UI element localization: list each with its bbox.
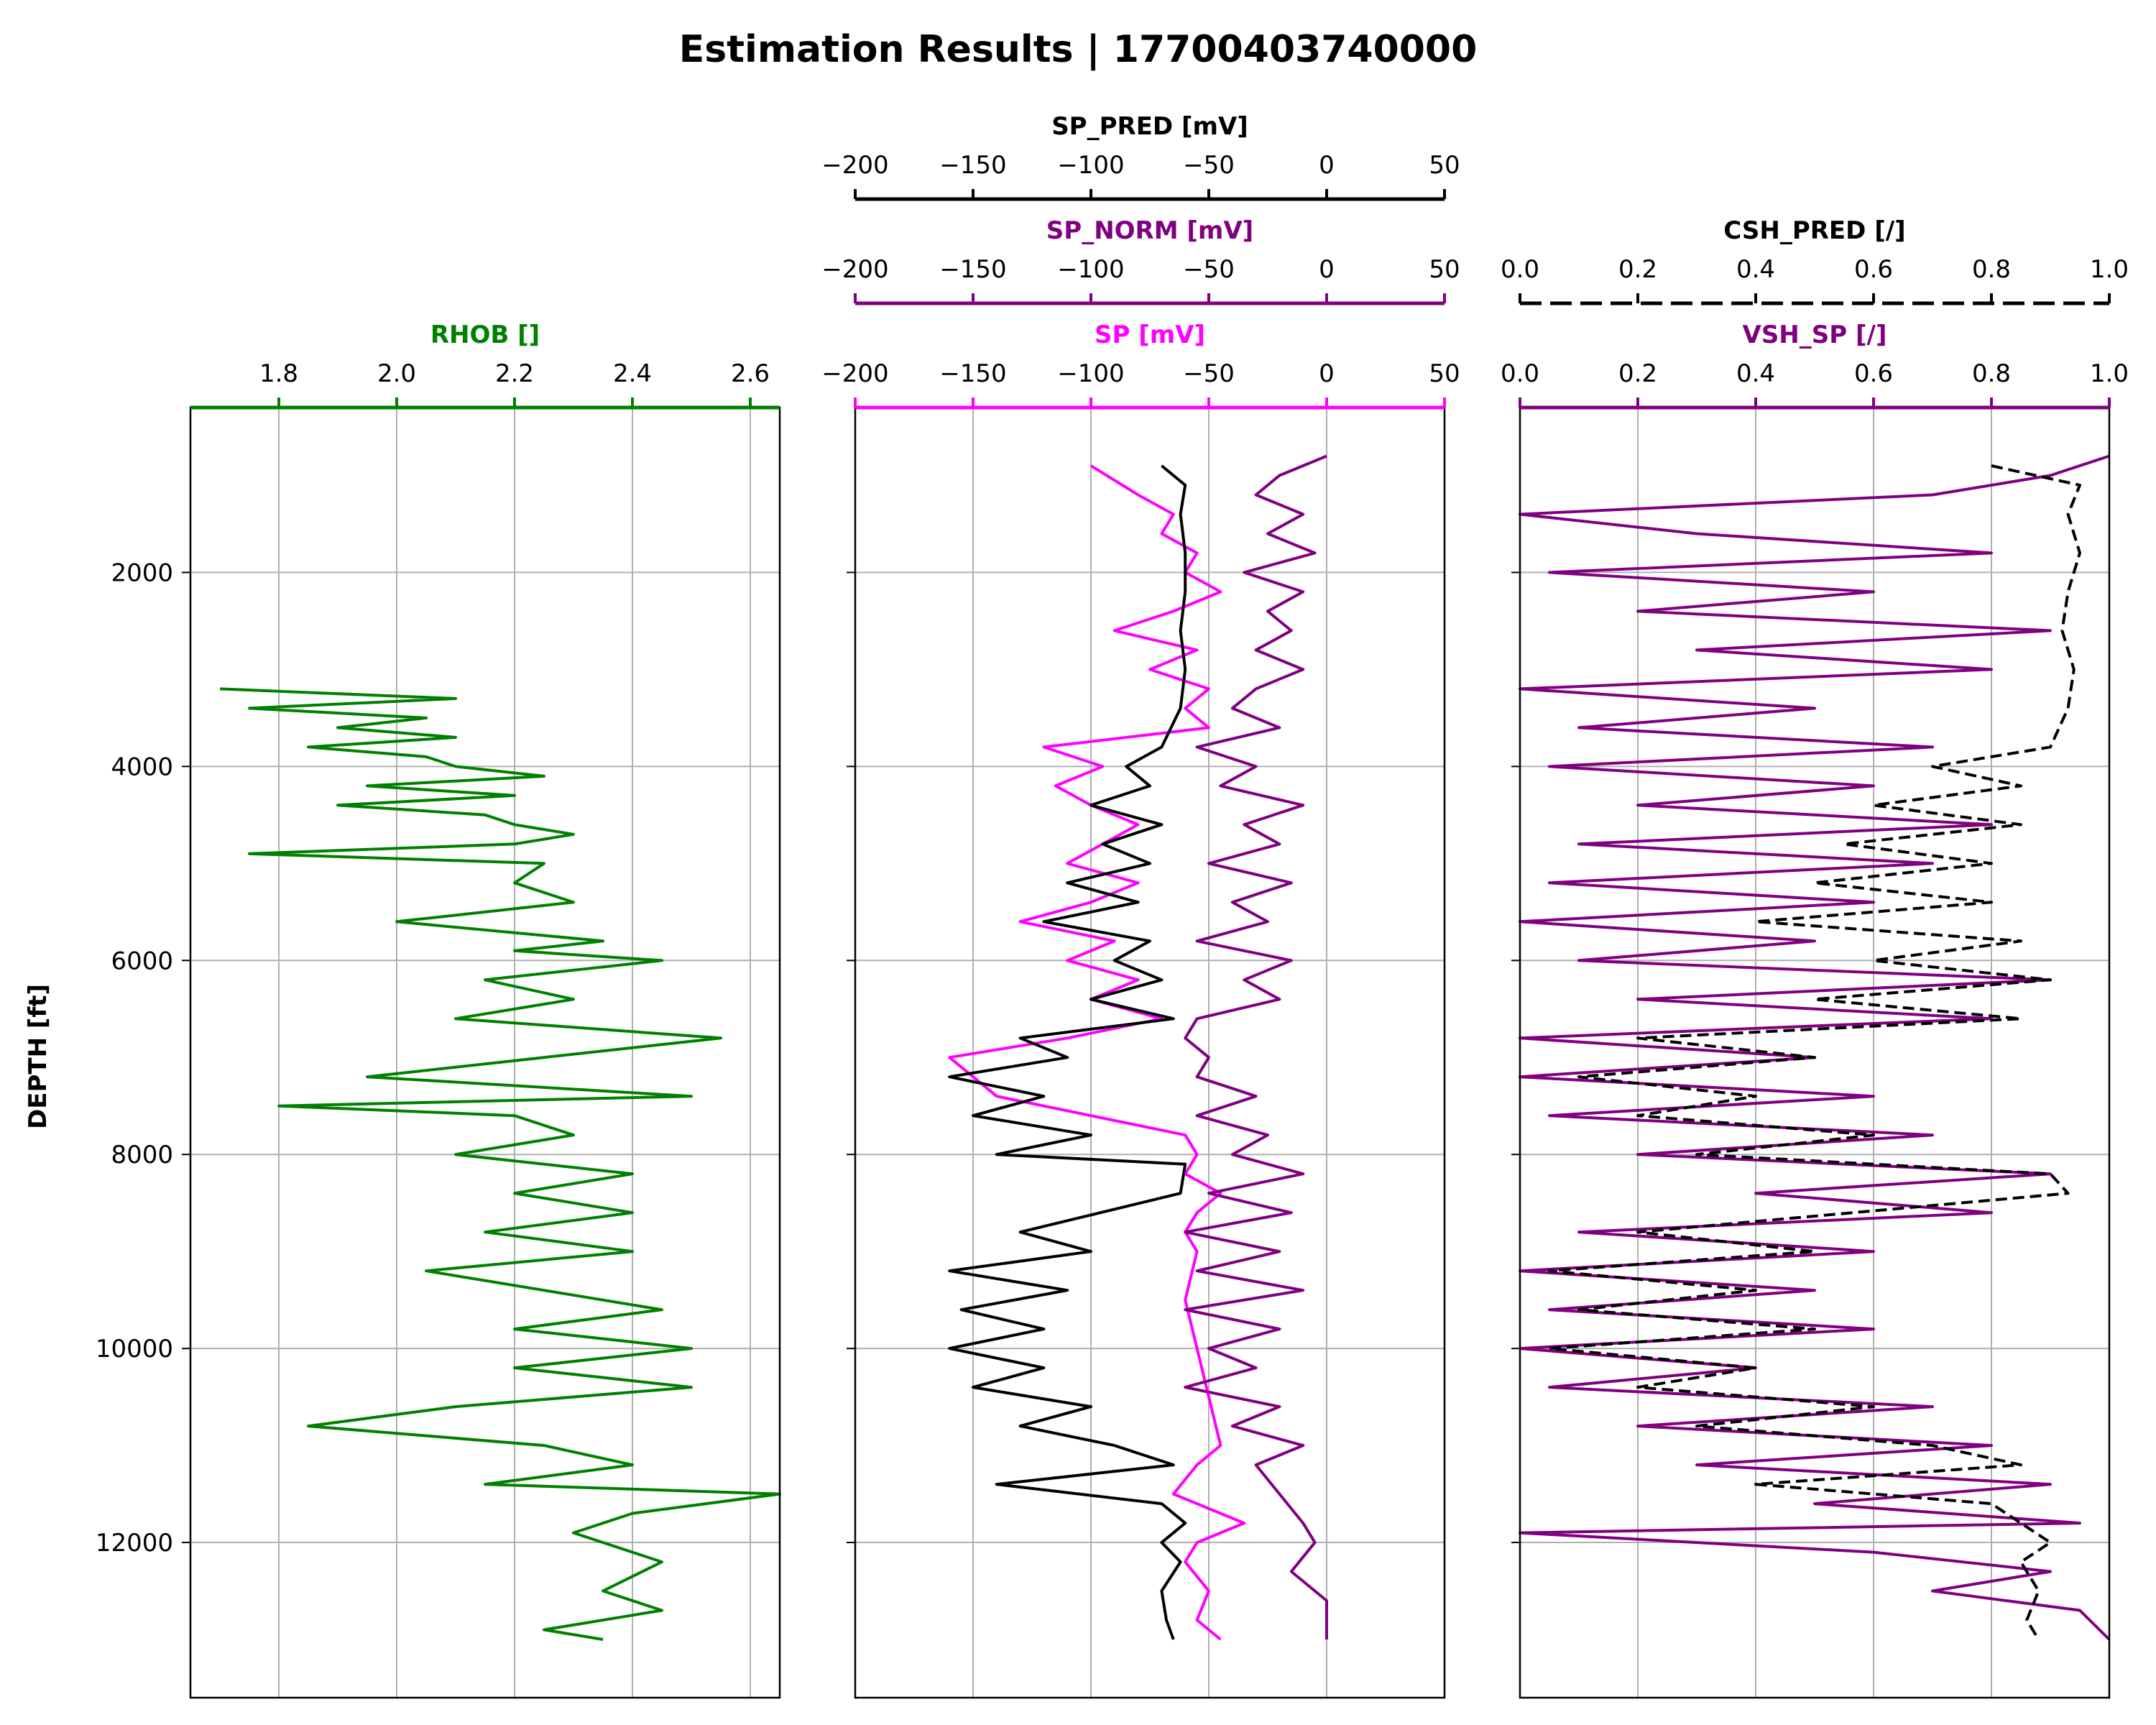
x-tick-label: −150 (939, 151, 1006, 180)
x-tick-label: 0.8 (1972, 359, 2011, 388)
x-tick-label: 0.0 (1501, 255, 1539, 284)
x-tick-label: 0.6 (1854, 255, 1893, 284)
x-tick-label: −200 (821, 359, 888, 388)
x-tick-label: 0.0 (1501, 359, 1539, 388)
y-tick-label: 4000 (111, 753, 173, 781)
x-tick-label: 2.0 (377, 359, 416, 388)
y-tick-label: 2000 (111, 558, 173, 587)
chart-title: Estimation Results | 17700403740000 (679, 28, 1478, 71)
track-3: 0.0 0.2 0.4 0.6 0.8 1.0 VSH_SP [/] 0.0 0.2 0.4 0.6… (1501, 216, 2129, 1699)
track-2: −200 −150 −100 −50 0 50 SP [mV] −200 −150 −100 −50… (821, 112, 1460, 1699)
x-tick-label: 0.2 (1618, 359, 1657, 388)
axis-label: SP [mV] (1095, 321, 1205, 349)
x-tick-label: 50 (1429, 359, 1460, 388)
x-tick-label: 1.8 (259, 359, 298, 388)
x-tick-label: 0.8 (1972, 255, 2011, 284)
x-tick-label: −50 (1183, 151, 1235, 180)
x-tick-label: −100 (1057, 359, 1124, 388)
x-tick-label: −100 (1057, 151, 1124, 180)
x-tick-label: 50 (1429, 255, 1460, 284)
series-line-csh_pred (1548, 464, 2081, 1641)
x-tick-label: 0.4 (1736, 359, 1775, 388)
x-tick-label: 2.6 (731, 359, 770, 388)
x-tick-label: −50 (1183, 255, 1235, 284)
axis-label: RHOB [] (430, 321, 540, 349)
x-tick-label: 1.0 (2090, 359, 2129, 388)
y-tick-label: 8000 (111, 1141, 173, 1169)
x-tick-label: 0.6 (1854, 359, 1893, 388)
y-tick-label: 6000 (111, 947, 173, 975)
x-tick-label: −200 (821, 255, 888, 284)
y-axis-label: DEPTH [ft] (24, 984, 52, 1129)
x-tick-label: 0.2 (1618, 255, 1657, 284)
x-tick-label: −50 (1183, 359, 1235, 388)
axis-label: CSH_PRED [/] (1723, 216, 1905, 245)
x-tick-label: 0 (1319, 255, 1335, 284)
series-line-sp_pred (948, 464, 1187, 1640)
y-tick-label: 12000 (96, 1529, 173, 1558)
series-line-vsh_sp (1519, 454, 2111, 1641)
x-tick-label: 2.4 (613, 359, 652, 388)
x-tick-label: 1.0 (2090, 255, 2129, 284)
x-tick-label: 50 (1429, 151, 1460, 180)
x-tick-label: 0 (1319, 151, 1335, 180)
x-tick-label: −100 (1057, 255, 1124, 284)
track-frame (854, 406, 1446, 1699)
x-tick-label: −200 (821, 151, 888, 180)
axis-label: VSH_SP [/] (1743, 321, 1887, 349)
y-tick-label: 10000 (96, 1335, 173, 1363)
axis-label: SP_PRED [mV] (1051, 112, 1248, 141)
x-tick-label: −150 (939, 359, 1006, 388)
series-line-rhob (219, 687, 781, 1641)
series-line-sp_norm (1184, 454, 1328, 1639)
x-tick-label: 0.4 (1736, 255, 1775, 284)
axis-label: SP_NORM [mV] (1046, 216, 1253, 245)
x-tick-label: 2.2 (495, 359, 534, 388)
series-line-sp (948, 464, 1246, 1641)
x-tick-label: −150 (939, 255, 1006, 284)
track-1: 2000 4000 6000 8000 10000 12000 1.8 2.0 2.2 2.4 2.… (96, 321, 781, 1699)
x-tick-label: 0 (1319, 359, 1335, 388)
